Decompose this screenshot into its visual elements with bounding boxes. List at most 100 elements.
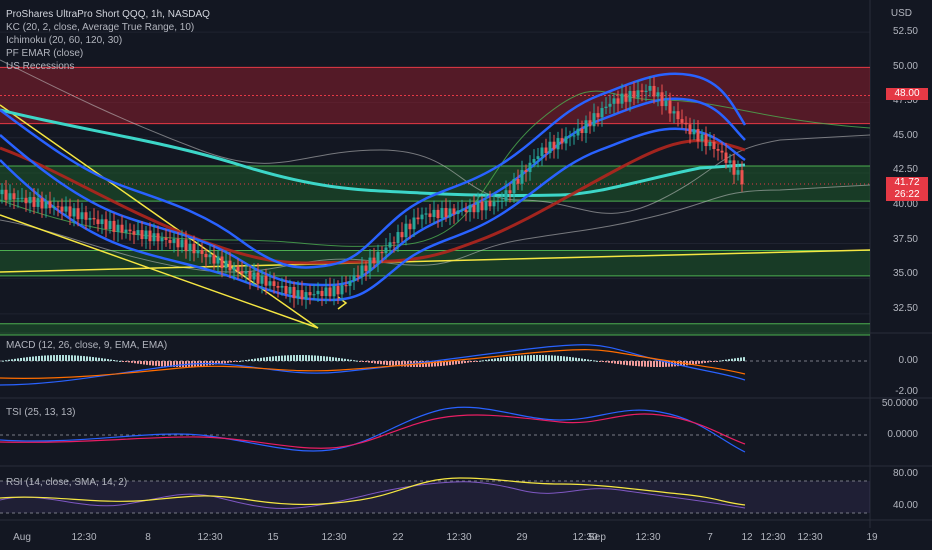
macd-bar [122, 361, 124, 362]
level-badge: 48.00 [886, 88, 928, 100]
macd-bar [221, 361, 223, 364]
indicator-ema[interactable]: PF EMAR (close) [6, 48, 84, 59]
macd-bar [563, 356, 565, 361]
candle-body [704, 134, 708, 147]
indicator-recessions[interactable]: US Recessions [6, 61, 75, 72]
candle-body [556, 138, 560, 150]
indicator-kc[interactable]: KC (20, 2, close, Average True Range, 10… [6, 22, 195, 33]
macd-bar [479, 360, 481, 362]
macd-bar [290, 355, 292, 361]
time-tick: 8 [145, 532, 151, 543]
candle-body [732, 160, 736, 175]
indicator-ichimoku[interactable]: Ichimoku (20, 60, 120, 30) [6, 35, 123, 46]
price-tick-35-00: 35.00 [892, 268, 918, 279]
candle-body [136, 230, 140, 235]
macd-bar [113, 359, 115, 361]
macd-bar [167, 361, 169, 367]
macd-bar [179, 361, 181, 367]
candle-body [432, 209, 436, 217]
rsi-band [0, 481, 870, 513]
macd-label[interactable]: MACD (12, 26, close, 9, EMA, EMA) [6, 340, 168, 351]
macd-bar [599, 361, 601, 362]
time-tick: 12:30 [635, 532, 661, 543]
macd-bar [152, 361, 154, 366]
macd-bar [377, 361, 379, 364]
candle-body [464, 209, 468, 213]
candle-body [288, 286, 292, 294]
macd-bar [656, 361, 658, 367]
rsi-label[interactable]: RSI (14, close, SMA, 14, 2) [6, 477, 128, 488]
candle-body [308, 292, 312, 296]
macd-bar [566, 356, 568, 361]
candle-body [708, 141, 712, 147]
candle-body [284, 285, 288, 294]
macd-bar [380, 361, 382, 365]
macd-bar [584, 359, 586, 361]
macd-bar [557, 355, 559, 361]
candle-body [692, 129, 696, 135]
candle-body [120, 224, 124, 233]
candle-body [100, 219, 104, 225]
candle-body [392, 242, 396, 244]
macd-bar [740, 357, 742, 361]
candle-body [612, 98, 616, 104]
macd-bar [548, 355, 550, 361]
macd-bar [62, 355, 64, 361]
candle-body [8, 193, 12, 200]
macd-bar [8, 359, 10, 361]
macd-bar [521, 355, 523, 361]
candle-body [480, 201, 484, 211]
candle-body [384, 247, 388, 254]
macd-bar [263, 357, 265, 361]
macd-bar [713, 361, 715, 362]
macd-bar [329, 356, 331, 361]
candle-body [368, 257, 372, 272]
macd-bar [443, 361, 445, 366]
macd-bar [737, 357, 739, 361]
tsi-label[interactable]: TSI (25, 13, 13) [6, 407, 76, 418]
macd-bar [371, 361, 373, 363]
macd-bar [623, 361, 625, 365]
macd-bar [386, 361, 388, 366]
macd-bar [131, 361, 133, 363]
macd-bar [467, 361, 469, 363]
candle-body [656, 92, 660, 97]
candle-body [460, 209, 464, 211]
candle-body [200, 250, 204, 254]
candle-body [208, 254, 212, 258]
macd-bar [17, 358, 19, 361]
time-tick: 19 [866, 532, 878, 543]
candle-body [636, 90, 640, 98]
candle-body [600, 108, 604, 118]
macd-bar [608, 361, 610, 363]
candle-body [428, 213, 432, 217]
candle-body [680, 119, 684, 123]
macd-bar [560, 356, 562, 361]
macd-bar [104, 358, 106, 361]
macd-bar [353, 360, 355, 362]
macd-bar [533, 355, 535, 361]
macd-bar [32, 356, 34, 361]
macd-bar [506, 356, 508, 361]
macd-bar [119, 360, 121, 362]
macd-bar [725, 359, 727, 361]
macd-bar [74, 355, 76, 361]
macd-bar [395, 361, 397, 366]
candle-body [664, 100, 668, 107]
candle-body [92, 217, 96, 220]
candle-body [172, 238, 176, 243]
macd-bar [5, 360, 7, 362]
candle-body [160, 237, 164, 242]
price-tick-52-50: 52.50 [892, 26, 918, 37]
symbol-title[interactable]: ProShares UltraPro Short QQQ, 1h, NASDAQ [6, 9, 210, 20]
candle-body [280, 285, 284, 288]
macd-bar [98, 357, 100, 361]
macd-bar [56, 355, 58, 361]
macd-tick-0: 0.00 [898, 355, 918, 366]
candle-body [488, 200, 492, 207]
macd-bar [500, 357, 502, 361]
zone-support [0, 323, 870, 336]
macd-bar [575, 357, 577, 361]
candle-body [156, 233, 160, 242]
